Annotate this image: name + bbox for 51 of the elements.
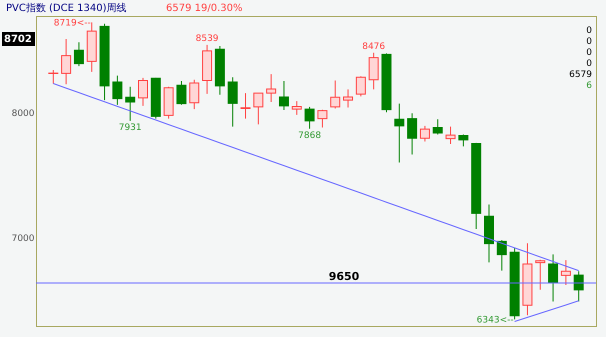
annotation: 0 [586, 48, 592, 58]
y-tick-label: 8000 [12, 108, 35, 119]
line-series [52, 83, 580, 272]
candlestick [292, 100, 302, 116]
annotation: 8539 [196, 34, 219, 44]
annotation: 0 [586, 59, 592, 69]
text: 6579 19/0.30% [166, 3, 242, 14]
candlestick [228, 76, 238, 128]
candlestick [74, 42, 84, 67]
candlestick [535, 259, 546, 290]
candlestick [458, 134, 468, 147]
candlestick [189, 79, 200, 110]
annotation: 9650 [328, 270, 360, 283]
candlestick [266, 74, 276, 102]
chart-title: PVC指数 (DCE 1340)周线 [6, 2, 126, 14]
candlestick [343, 88, 354, 108]
candlestick [548, 254, 558, 302]
candlestick [420, 125, 430, 142]
annotation: 0 [586, 37, 592, 47]
annotation: 7868 [298, 130, 322, 141]
candlestick [356, 76, 366, 97]
candlestick [253, 92, 264, 125]
candlestick [112, 75, 122, 106]
candlestick [394, 103, 404, 163]
candlestick [138, 77, 148, 106]
candlestick [432, 118, 443, 135]
candlestick [446, 126, 456, 144]
line-series [514, 300, 580, 322]
annotation: 6579 [569, 70, 592, 80]
candlestick [407, 112, 418, 155]
annotation: 8476 [362, 42, 386, 52]
candlestick [368, 52, 379, 90]
y-tick-label: 7000 [12, 234, 35, 244]
annotation: 6343<-- [476, 315, 514, 326]
candlestick [125, 86, 136, 122]
candlestick [317, 109, 328, 128]
annotation: 6 [586, 81, 592, 91]
candlestick [496, 240, 507, 272]
annotation: 0 [586, 26, 592, 36]
annotation: 8719<-- [54, 18, 91, 28]
annotation: 7931 [118, 122, 142, 133]
candlestick [304, 106, 315, 130]
candlestick [240, 92, 251, 120]
text: 8702 [4, 34, 32, 45]
candlestick [176, 80, 186, 106]
candlestick [278, 80, 289, 110]
candlestick [48, 70, 58, 84]
candlestick [574, 270, 584, 302]
candlestick [330, 80, 340, 109]
candlestick [61, 38, 72, 85]
candlestick [560, 260, 571, 286]
